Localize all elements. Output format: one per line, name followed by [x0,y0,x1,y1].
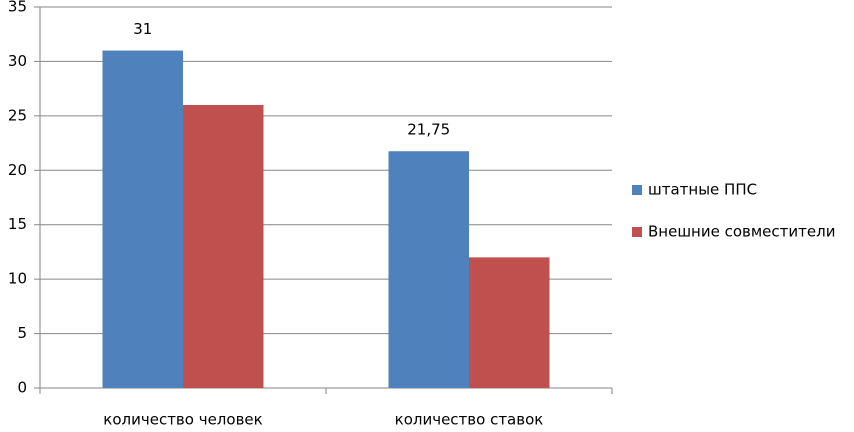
bar [183,104,264,388]
y-tick-label: 35 [8,0,27,16]
bar [102,50,183,389]
y-tick-label: 5 [17,324,27,342]
bar [469,257,550,388]
value-label: 21,75 [407,121,450,139]
y-tick-label: 10 [8,270,27,288]
y-tick-label: 25 [8,106,27,124]
legend-label: Внешние совместители [648,223,835,241]
y-tick-label: 30 [8,52,27,70]
legend-swatch [632,227,642,237]
y-tick-label: 20 [8,161,27,179]
y-tick-label: 0 [17,379,27,397]
legend-swatch [632,185,642,195]
value-label: 31 [133,20,152,38]
x-tick-label: количество человек [103,411,262,429]
legend-label: штатные ППС [648,181,757,199]
bar [388,151,469,388]
y-tick-label: 15 [8,215,27,233]
x-tick-label: количество ставок [395,411,544,429]
